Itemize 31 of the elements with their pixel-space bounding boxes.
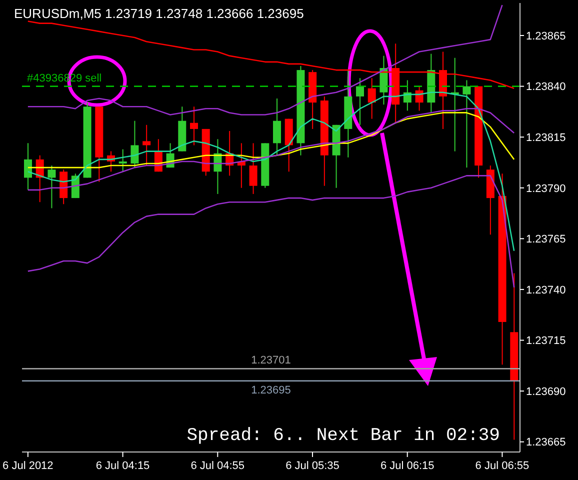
y-tick-label: 1.23740 [526, 284, 566, 296]
candlestick [368, 78, 376, 120]
y-tick-label: 1.23840 [526, 81, 566, 94]
y-tick-label: 1.23865 [526, 30, 566, 42]
candlestick [249, 142, 258, 194]
x-tick-label: 6 Jul 05:35 [286, 460, 340, 472]
candlestick [273, 98, 281, 156]
candlestick [462, 80, 471, 168]
annotation: Spread: 6.. Next Bar in 02:39 [186, 426, 500, 446]
y-tick-label: 1.23765 [526, 234, 566, 246]
chart-title: EURUSDm,M5 1.23719 1.23748 1.23666 1.23695 [14, 6, 304, 21]
line-series [27, 175, 515, 288]
candlestick [142, 124, 151, 166]
y-tick-label: 1.23715 [526, 335, 566, 348]
candlestick [24, 142, 32, 190]
x-tick-label: 6 Jul 06:55 [475, 460, 530, 472]
y-tick-label: 1.23815 [526, 132, 566, 144]
y-tick-label: 1.23690 [526, 386, 566, 398]
x-tick-label: 6 Jul 04:55 [190, 460, 245, 472]
candlestick [118, 148, 127, 172]
ref-line-label: 1.23701 [251, 354, 291, 367]
ref-line-label: 1.23695 [251, 384, 291, 397]
candlestick [130, 120, 139, 168]
x-tick-label: 6 Jul 2012 [2, 460, 54, 472]
y-tick-label: 1.23790 [526, 182, 566, 195]
candlestick [356, 78, 364, 126]
candlestick [48, 165, 56, 209]
candlestick [190, 106, 198, 146]
x-tick-label: 6 Jul 04:15 [96, 460, 150, 472]
x-tick-label: 6 Jul 06:15 [380, 460, 434, 472]
y-tick-label: 1.23665 [526, 436, 566, 449]
